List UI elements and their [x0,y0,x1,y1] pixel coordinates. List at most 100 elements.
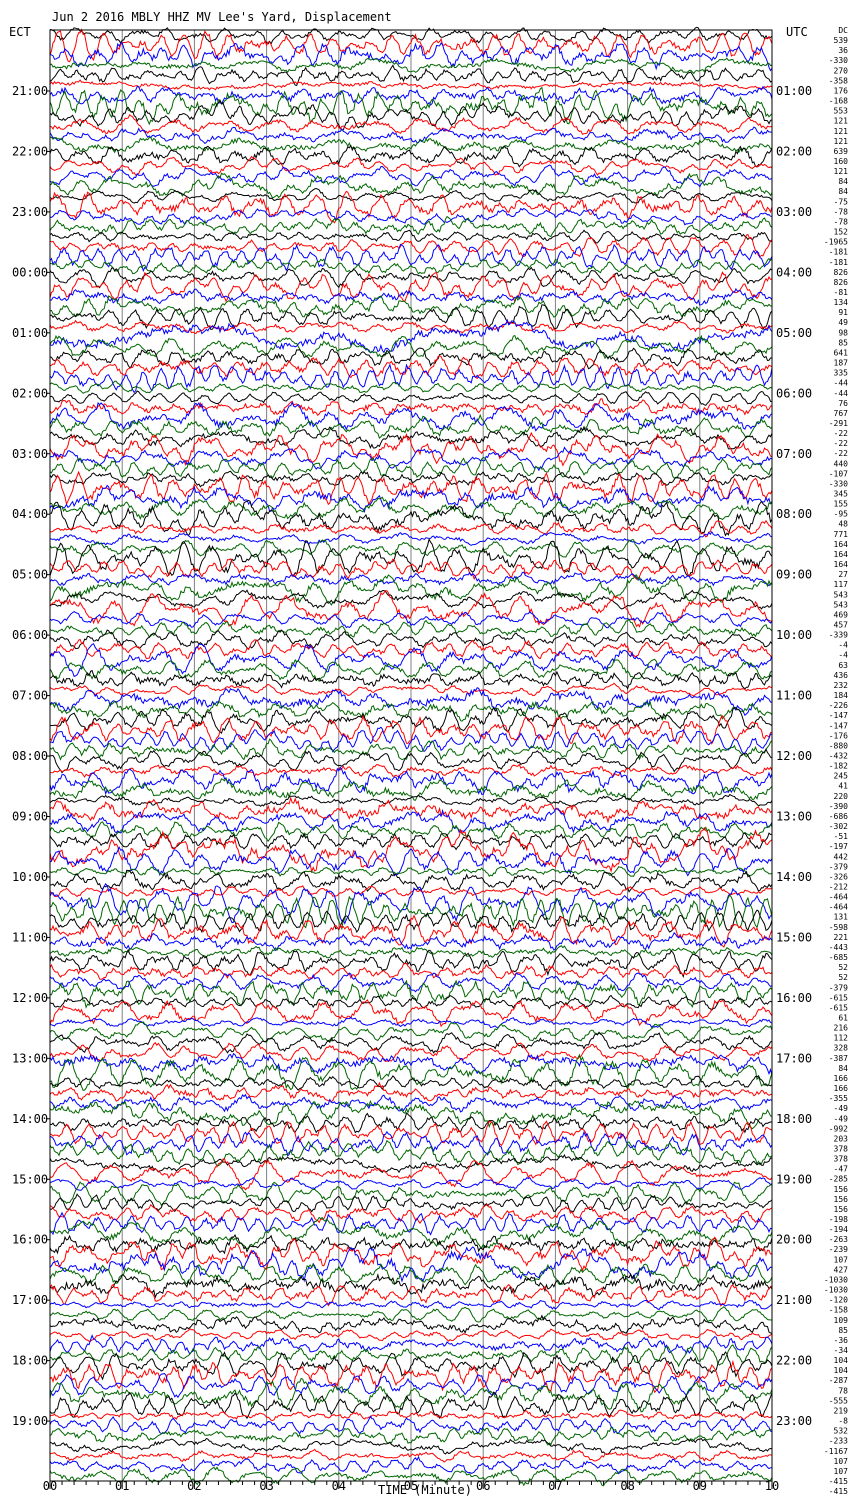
trace-offset-value: -387 [829,1054,848,1063]
trace-offset-value: 436 [834,671,849,680]
trace-offset-value: -197 [829,842,848,851]
trace-offset-value: 328 [834,1044,849,1053]
seismic-trace-line [49,1351,773,1381]
left-hour-label: 13:00 [12,1051,48,1065]
trace-offset-value: -182 [829,762,848,771]
trace-offset-value: 771 [834,530,849,539]
seismic-trace-line [49,558,773,581]
trace-offset-value: 164 [834,540,849,549]
trace-offset-value: -390 [829,802,848,811]
seismic-trace-line [49,470,773,488]
right-hour-label: 17:00 [776,1051,812,1065]
seismic-trace-line [49,538,773,559]
right-hour-label: 11:00 [776,689,812,703]
trace-offset-value: -158 [829,1306,848,1315]
trace-offset-value: 121 [834,117,849,126]
seismic-trace-line [49,1263,773,1286]
trace-offset-value: -81 [834,288,849,297]
trace-offset-value: -226 [829,701,848,710]
trace-offset-value: -75 [834,197,849,206]
trace-offset-value: 245 [834,772,849,781]
trace-offset-value: 121 [834,127,849,136]
left-hour-label: 18:00 [12,1354,48,1368]
right-hour-label: 18:00 [776,1112,812,1126]
trace-offset-value: -464 [829,893,848,902]
seismic-trace-line [49,748,773,774]
trace-offset-value: -47 [834,1165,849,1174]
trace-offset-value: -120 [829,1296,848,1305]
trace-offset-value: 36 [838,46,848,55]
seismic-trace-line [49,1299,773,1310]
trace-offset-value: -8 [838,1417,848,1426]
left-hour-label: 00:00 [12,265,48,279]
trace-offset-value: 221 [834,933,849,942]
trace-offset-value: 85 [838,338,848,347]
seismic-trace-line [49,470,773,507]
seismic-trace-line [49,999,773,1028]
seismic-trace-line [49,271,772,304]
trace-offset-value: 220 [834,792,849,801]
trace-offset-value: 27 [838,570,848,579]
x-tick-label: 07 [548,1479,562,1493]
seismic-trace-line [49,398,773,416]
seismic-trace-line [49,1099,773,1130]
seismic-trace-line [49,64,773,86]
seismic-trace-line [49,589,773,610]
trace-offset-value: 826 [834,278,849,287]
seismic-trace-line [49,1211,773,1236]
left-hour-label: 21:00 [12,84,48,98]
trace-offset-value: -181 [829,258,848,267]
trace-offset-value: 156 [834,1185,849,1194]
seismic-trace-line [49,347,773,370]
trace-offset-value: -379 [829,862,848,871]
trace-offset-value: 164 [834,560,849,569]
trace-offset-value: 442 [834,852,849,861]
right-hour-label: 02:00 [776,144,812,158]
trace-offset-value: -181 [829,248,848,257]
right-hour-label: 07:00 [776,447,812,461]
left-hour-label: 16:00 [12,1233,48,1247]
seismic-trace-line [49,1314,773,1335]
seismic-trace-line [49,1042,773,1062]
left-hour-label: 04:00 [12,507,48,521]
x-axis-label: TIME (Minute) [378,1483,472,1497]
left-hour-label: 07:00 [12,689,48,703]
trace-offset-value: -415 [829,1487,848,1496]
seismic-trace-line [49,826,773,874]
seismic-trace-line [49,1216,773,1250]
trace-offset-value: -4 [838,651,848,660]
trace-offset-value: 166 [834,1074,849,1083]
seismic-trace-line [49,1203,773,1224]
seismic-trace-line [49,28,773,63]
left-hour-label: 08:00 [12,749,48,763]
right-hour-label: 22:00 [776,1354,812,1368]
seismic-trace-line [49,763,773,778]
trace-offset-value: 187 [834,359,849,368]
seismic-trace-line [49,114,773,135]
trace-offset-value: 160 [834,157,849,166]
trace-offset-value: -36 [834,1336,849,1345]
seismic-trace-line [49,86,773,126]
trace-offset-value: -339 [829,631,848,640]
seismic-trace-line [49,793,773,807]
right-hour-label: 16:00 [776,991,812,1005]
trace-offset-value: 176 [834,86,849,95]
trace-offset-value: 378 [834,1155,849,1164]
trace-offset-value: -194 [829,1225,848,1234]
trace-offset-value: 219 [834,1406,849,1415]
trace-offset-value: 469 [834,610,849,619]
trace-offset-value: 440 [834,459,849,468]
seismic-trace-line [49,413,773,439]
x-tick-label: 02 [187,1479,201,1493]
left-hour-label: 05:00 [12,568,48,582]
seismic-trace-line [49,738,773,761]
seismic-trace-line [49,1233,773,1255]
trace-offset-value: -1030 [824,1286,848,1295]
seismic-trace-line [49,334,773,360]
trace-offset-value: -4 [838,641,848,650]
seismic-trace-line [49,1176,773,1191]
trace-offset-value: -355 [829,1094,848,1103]
seismic-trace-line [49,1306,773,1323]
trace-offset-value: -147 [829,711,848,720]
